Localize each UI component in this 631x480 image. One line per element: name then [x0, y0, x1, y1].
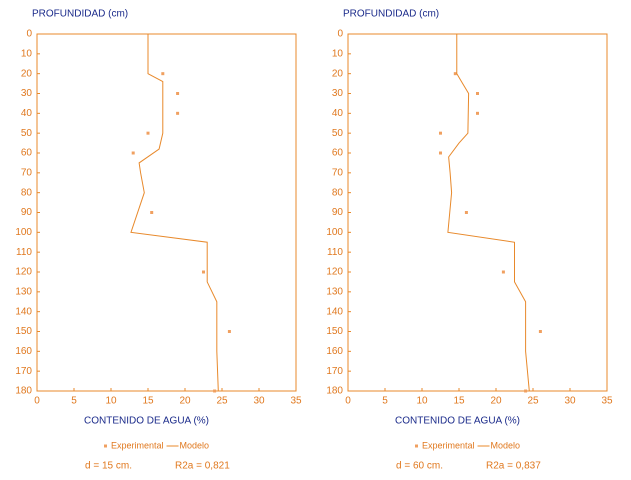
y-tick-label: 180 [15, 386, 32, 397]
y-axis-title: PROFUNDIDAD (cm) [343, 9, 439, 20]
y-tick-label: 160 [326, 346, 343, 357]
legend-label: Modelo [491, 440, 521, 450]
y-tick-label: 90 [21, 207, 33, 218]
data-point [176, 111, 180, 115]
y-tick-label: 100 [326, 227, 343, 238]
x-tick-label: 30 [253, 396, 265, 407]
y-tick-label: 140 [326, 306, 343, 317]
y-tick-label: 30 [21, 88, 33, 99]
y-tick-label: 30 [332, 88, 344, 99]
y-tick-label: 60 [21, 148, 33, 159]
legend-marker [104, 444, 107, 448]
x-tick-label: 10 [105, 396, 117, 407]
x-tick-label: 10 [416, 396, 428, 407]
legend-marker [415, 444, 418, 448]
x-tick-label: 5 [382, 396, 388, 407]
depth-label: d = 15 cm. [85, 461, 132, 472]
data-point [538, 330, 542, 333]
y-tick-label: 120 [15, 267, 32, 278]
y-tick-label: 10 [332, 48, 344, 59]
y-tick-label: 20 [21, 68, 33, 79]
x-tick-label: 20 [490, 396, 502, 407]
data-point [439, 131, 442, 135]
data-point [439, 151, 442, 155]
y-tick-label: 90 [332, 207, 344, 218]
depth-label: d = 60 cm. [396, 461, 443, 472]
x-tick-label: 25 [216, 396, 228, 407]
y-tick-label: 0 [337, 29, 343, 40]
y-tick-label: 50 [21, 128, 33, 139]
x-tick-label: 35 [601, 396, 613, 407]
r2-label: R2a = 0,821 [175, 461, 230, 472]
y-tick-label: 40 [21, 108, 33, 119]
y-tick-label: 110 [16, 247, 32, 258]
y-tick-label: 70 [332, 167, 344, 178]
y-tick-label: 10 [21, 48, 33, 59]
x-axis-title: CONTENIDO DE AGUA (%) [84, 416, 209, 427]
data-point [146, 131, 150, 135]
data-point [501, 270, 505, 274]
y-tick-label: 130 [326, 286, 343, 297]
data-point [202, 270, 205, 274]
x-tick-label: 15 [142, 396, 154, 407]
x-tick-label: 25 [527, 396, 539, 407]
data-point [464, 211, 468, 214]
y-tick-label: 40 [332, 108, 344, 119]
y-tick-label: 180 [326, 386, 343, 397]
x-tick-label: 15 [453, 396, 465, 407]
y-tick-label: 120 [326, 267, 343, 278]
y-tick-label: 60 [332, 148, 344, 159]
data-point [161, 72, 165, 76]
model-line [130, 34, 219, 392]
x-axis-title: CONTENIDO DE AGUA (%) [395, 416, 520, 427]
y-tick-label: 80 [21, 187, 33, 198]
y-tick-label: 80 [332, 187, 344, 198]
legend-label: Modelo [180, 440, 210, 450]
data-point [150, 211, 154, 214]
y-tick-label: 0 [26, 29, 32, 40]
x-tick-label: 0 [345, 396, 351, 407]
data-point [213, 389, 217, 393]
y-tick-label: 150 [326, 326, 343, 337]
y-tick-label: 50 [332, 128, 344, 139]
y-tick-label: 110 [327, 247, 343, 258]
x-tick-label: 30 [564, 396, 576, 407]
legend-label: Experimental [111, 440, 164, 450]
model-line [447, 34, 530, 392]
data-point [176, 92, 180, 95]
y-tick-label: 150 [15, 326, 32, 337]
y-tick-label: 170 [15, 366, 32, 377]
plot-frame [36, 33, 297, 392]
y-tick-label: 20 [332, 68, 344, 79]
x-tick-label: 5 [71, 396, 77, 407]
data-point [227, 330, 231, 333]
x-tick-label: 0 [34, 396, 40, 407]
r2-label: R2a = 0,837 [486, 461, 541, 472]
data-point [476, 111, 479, 115]
x-tick-label: 20 [179, 396, 191, 407]
plot-frame [347, 33, 608, 392]
y-tick-label: 70 [21, 167, 33, 178]
data-point [453, 72, 457, 76]
data-point [524, 389, 528, 393]
x-tick-label: 35 [290, 396, 302, 407]
data-point [476, 92, 479, 95]
y-axis-title: PROFUNDIDAD (cm) [32, 9, 128, 20]
y-tick-label: 100 [15, 227, 32, 238]
y-tick-label: 140 [15, 306, 32, 317]
y-tick-label: 130 [15, 286, 32, 297]
data-point [131, 151, 135, 155]
y-tick-label: 160 [15, 346, 32, 357]
legend-label: Experimental [422, 440, 475, 450]
y-tick-label: 170 [326, 366, 343, 377]
